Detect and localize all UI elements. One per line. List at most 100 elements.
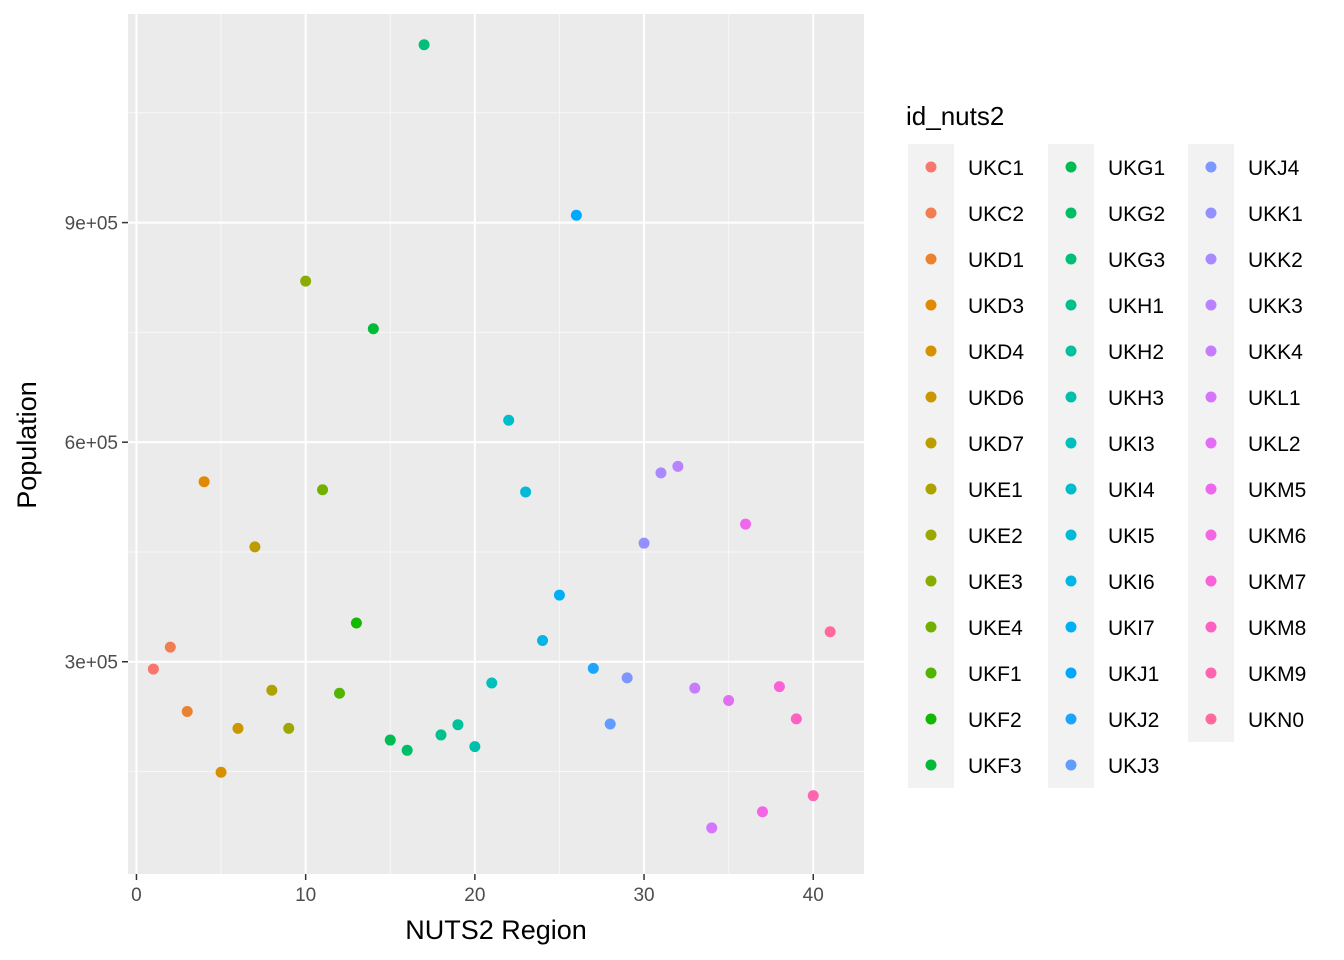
data-point-ukh2: [452, 719, 464, 731]
x-axis-title: NUTS2 Region: [405, 915, 587, 945]
y-tick-label: 9e+05: [65, 214, 118, 235]
data-point-uki5: [520, 486, 532, 498]
legend-key-uke3: [925, 575, 937, 587]
legend-key-ukm7: [1205, 575, 1217, 587]
legend-key-ukg2: [1065, 207, 1077, 219]
x-tick-label: 10: [295, 885, 316, 906]
legend-key-ukl2: [1205, 437, 1217, 449]
data-point-ukd3: [198, 476, 210, 488]
data-point-ukg3: [418, 39, 430, 51]
data-point-uke1: [266, 684, 278, 696]
data-point-uki4: [503, 414, 515, 426]
legend-key-ukm8: [1205, 621, 1217, 633]
legend-label-uki3: UKI3: [1108, 433, 1155, 456]
legend-label-ukk3: UKK3: [1248, 295, 1303, 318]
legend-key-ukg3: [1065, 253, 1077, 265]
legend-label-ukd1: UKD1: [968, 249, 1024, 272]
data-points: [147, 39, 836, 834]
data-point-ukl1: [706, 822, 718, 834]
legend-key-ukd1: [925, 253, 937, 265]
data-point-ukh3: [469, 741, 481, 753]
legend-label-ukm6: UKM6: [1248, 525, 1306, 548]
legend-label-ukm7: UKM7: [1248, 571, 1306, 594]
legend-label-ukj3: UKJ3: [1108, 755, 1159, 778]
legend-key-ukk3: [1205, 299, 1217, 311]
data-point-ukk3: [672, 460, 684, 472]
legend-label-ukd6: UKD6: [968, 387, 1024, 410]
legend-label-ukn0: UKN0: [1248, 709, 1304, 732]
data-point-ukd6: [232, 722, 244, 734]
data-point-uke3: [300, 275, 312, 287]
legend-label-ukl2: UKL2: [1248, 433, 1301, 456]
data-point-ukg2: [401, 744, 413, 756]
legend-key-ukm5: [1205, 483, 1217, 495]
x-axis: 0 10 20 30 40: [131, 874, 824, 906]
legend-label-uke2: UKE2: [968, 525, 1023, 548]
data-point-ukd1: [181, 706, 193, 718]
legend-label-ukg1: UKG1: [1108, 157, 1165, 180]
legend-key-ukm9: [1205, 667, 1217, 679]
legend-key-column: [908, 144, 954, 788]
legend-label-ukh2: UKH2: [1108, 341, 1164, 364]
legend-key-uki7: [1065, 621, 1077, 633]
legend-label-ukh3: UKH3: [1108, 387, 1164, 410]
y-tick-label: 3e+05: [65, 653, 118, 674]
legend-label-uki5: UKI5: [1108, 525, 1155, 548]
legend-label-ukc1: UKC1: [968, 157, 1024, 180]
legend-label-ukk1: UKK1: [1248, 203, 1303, 226]
legend-key-ukf3: [925, 759, 937, 771]
data-point-ukm7: [773, 681, 785, 693]
legend-key-ukd6: [925, 391, 937, 403]
data-point-ukd4: [215, 766, 227, 778]
data-point-ukk1: [638, 537, 650, 549]
legend-key-ukg1: [1065, 161, 1077, 173]
legend-key-ukm6: [1205, 529, 1217, 541]
legend-label-ukf1: UKF1: [968, 663, 1022, 686]
data-point-ukc2: [164, 641, 176, 653]
legend-key-uki6: [1065, 575, 1077, 587]
legend-title: id_nuts2: [906, 101, 1004, 131]
y-tick-label: 6e+05: [65, 433, 118, 454]
legend-key-uke4: [925, 621, 937, 633]
data-point-uki6: [537, 635, 549, 647]
legend-label-ukh1: UKH1: [1108, 295, 1164, 318]
x-tick-label: 20: [464, 885, 485, 906]
legend-key-ukj1: [1065, 667, 1077, 679]
legend-label-uki6: UKI6: [1108, 571, 1155, 594]
data-point-ukj1: [570, 209, 582, 221]
data-point-ukf3: [367, 323, 379, 335]
legend-items: UKC1 UKC2 UKD1 UKD3 UKD4 UKD6 UKD7 UKE1 UKE2 UKE3…: [908, 144, 1306, 788]
data-point-ukf1: [333, 687, 345, 699]
legend-label-ukm9: UKM9: [1248, 663, 1306, 686]
legend-label-uki4: UKI4: [1108, 479, 1155, 502]
data-point-ukj3: [604, 718, 616, 730]
legend-key-ukc2: [925, 207, 937, 219]
legend-label-ukj2: UKJ2: [1108, 709, 1159, 732]
legend-key-ukj3: [1065, 759, 1077, 771]
data-point-ukc1: [147, 663, 159, 675]
legend-label-ukd7: UKD7: [968, 433, 1024, 456]
legend-key-column: [1048, 144, 1094, 788]
legend-key-ukd4: [925, 345, 937, 357]
legend-key-ukk4: [1205, 345, 1217, 357]
data-point-ukk4: [689, 682, 701, 694]
legend-label-ukj4: UKJ4: [1248, 157, 1300, 180]
legend-key-ukj2: [1065, 713, 1077, 725]
legend-key-ukf2: [925, 713, 937, 725]
data-point-ukd7: [249, 541, 261, 553]
legend-label-uke1: UKE1: [968, 479, 1023, 502]
x-tick-label: 40: [803, 885, 824, 906]
data-point-uke2: [283, 722, 295, 734]
legend-label-ukf3: UKF3: [968, 755, 1022, 778]
plot-panel: [128, 14, 864, 874]
legend-key-ukn0: [1205, 713, 1217, 725]
x-tick-label: 30: [633, 885, 654, 906]
data-point-ukj2: [587, 662, 599, 674]
legend-label-ukk2: UKK2: [1248, 249, 1303, 272]
legend-label-ukd3: UKD3: [968, 295, 1024, 318]
legend-label-uki7: UKI7: [1108, 617, 1155, 640]
data-point-uki7: [553, 589, 565, 601]
legend-key-ukk1: [1205, 207, 1217, 219]
x-tick-label: 0: [131, 885, 142, 906]
